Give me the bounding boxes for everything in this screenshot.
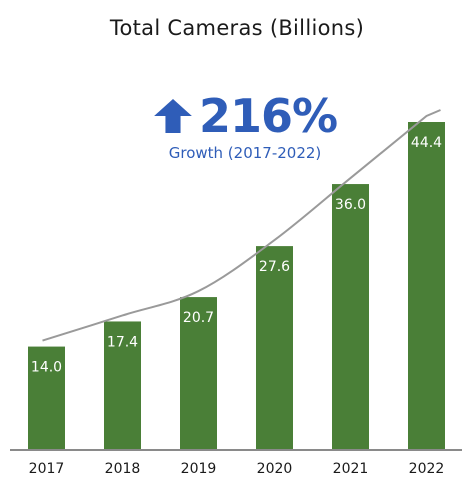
x-tick-label-2017: 2017 (29, 461, 65, 477)
x-tick-label-2022: 2022 (409, 461, 445, 477)
bar-2020 (256, 246, 293, 450)
data-label-2021: 36.0 (335, 197, 366, 213)
growth-caption: Growth (2017-2022) (168, 144, 322, 162)
data-label-2018: 17.4 (107, 334, 138, 350)
bar-2017 (28, 346, 65, 450)
data-label-2017: 14.0 (31, 360, 62, 376)
growth-value: 216% (198, 89, 338, 143)
bar-2018 (104, 321, 141, 450)
bar-2021 (332, 184, 369, 450)
bar-2019 (180, 297, 217, 450)
data-label-2019: 20.7 (183, 310, 214, 326)
x-tick-label-2021: 2021 (333, 461, 369, 477)
growth-callout: 216% Growth (2017-2022) (140, 88, 350, 178)
bar-2022 (408, 122, 445, 450)
up-arrow-icon (154, 99, 192, 133)
data-label-2022: 44.4 (411, 135, 442, 151)
x-tick-label-2018: 2018 (105, 461, 141, 477)
x-tick-label-2020: 2020 (257, 461, 293, 477)
data-label-2020: 27.6 (259, 259, 290, 275)
chart-title: Total Cameras (Billions) (109, 16, 365, 40)
x-tick-label-2019: 2019 (181, 461, 217, 477)
trend-line (42, 109, 441, 342)
